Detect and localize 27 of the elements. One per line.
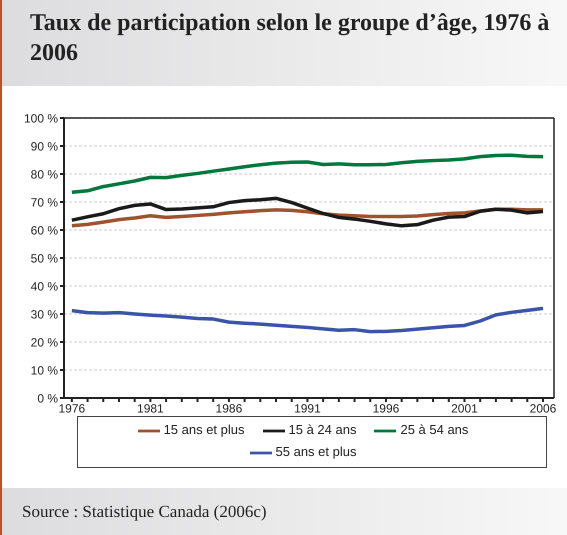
x-tick-label: 1986 <box>216 402 243 416</box>
y-tick-label: 10 % <box>30 363 58 378</box>
y-tick-label: 50 % <box>30 251 58 266</box>
y-tick-label: 40 % <box>30 279 58 294</box>
source-note: Source : Statistique Canada (2006c) <box>22 502 268 522</box>
line-series <box>70 306 545 334</box>
y-tick-label: 80 % <box>30 167 58 182</box>
x-tick-label: 1981 <box>137 402 164 416</box>
line-series <box>70 153 545 194</box>
chart-title: Taux de participation selon le groupe d’âge, 1976 à 2006 <box>2 0 567 86</box>
y-tick-label: 30 % <box>30 307 58 322</box>
y-tick-label: 90 % <box>30 139 58 154</box>
y-tick-label: 0 % <box>37 391 58 406</box>
x-tick-label: 1996 <box>372 402 400 416</box>
y-tick-label: 20 % <box>30 335 58 350</box>
legend-label: 15 ans et plus <box>164 422 245 438</box>
y-tick-label: 100 % <box>24 111 58 126</box>
legend-label: 25 à 54 ans <box>400 422 468 438</box>
legend-label: 15 à 24 ans <box>288 422 356 438</box>
x-tick-label: 2006 <box>530 402 557 416</box>
y-tick-label: 60 % <box>30 223 58 238</box>
x-tick-label: 2001 <box>451 402 478 416</box>
line-series <box>70 196 545 228</box>
y-tick-label: 70 % <box>30 195 58 210</box>
x-tick-label: 1976 <box>58 402 86 416</box>
legend-label: 55 ans et plus <box>276 444 356 460</box>
x-tick-label: 1991 <box>294 402 322 416</box>
